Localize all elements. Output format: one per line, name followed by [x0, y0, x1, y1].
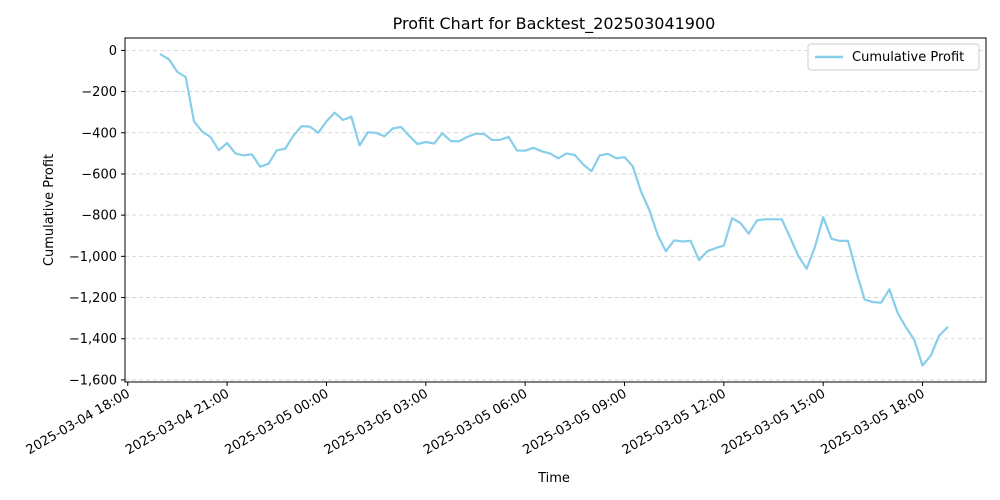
series-line-cumulative-profit: [159, 53, 949, 367]
y-tick-label: −600: [81, 167, 117, 182]
y-tick-label: −1,400: [69, 332, 117, 347]
series-layer: [159, 53, 949, 367]
x-axis-label: Time: [537, 471, 570, 486]
y-tick-label: −200: [81, 85, 117, 100]
y-axis-label: Cumulative Profit: [42, 154, 57, 266]
y-tick-label: −1,200: [69, 291, 117, 306]
y-tick-label: −1,000: [69, 250, 117, 265]
y-tick-label: −1,600: [69, 373, 117, 388]
y-tick-label: −800: [81, 209, 117, 224]
legend: Cumulative Profit: [807, 43, 980, 71]
y-tick-label: 0: [109, 44, 117, 59]
plot-frame: [124, 37, 987, 383]
legend-box: [807, 43, 980, 71]
y-tick-label: −400: [81, 126, 117, 141]
legend-entry-cumulative-profit: Cumulative Profit: [852, 50, 964, 65]
chart-title: Profit Chart for Backtest_202503041900: [393, 14, 716, 34]
y-axis: 0 −200 −400 −600 −800 −1,000 −1,200 −1,400 −1,60…: [69, 44, 125, 388]
grid-layer: [125, 49, 986, 381]
